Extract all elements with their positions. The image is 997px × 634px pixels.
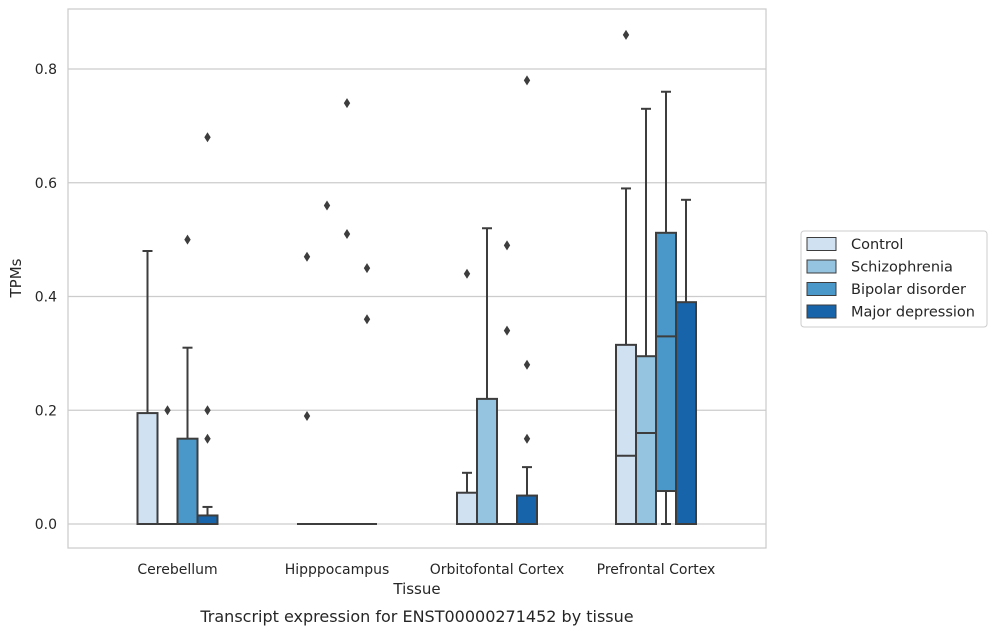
outlier-point — [523, 433, 531, 444]
outlier-point — [343, 98, 351, 109]
x-axis-label: Tissue — [392, 580, 440, 598]
y-tick-label: 0.0 — [35, 517, 57, 533]
legend-swatch — [806, 304, 837, 319]
x-tick-label: Orbitofontal Cortex — [430, 562, 565, 578]
legend-swatch — [806, 237, 837, 251]
legend-label: Major depression — [851, 305, 975, 321]
y-tick-labels: 0.0 0.2 0.4 0.6 0.8 — [35, 62, 57, 533]
box-control — [136, 250, 159, 525]
box-control — [297, 251, 317, 525]
outlier-point — [363, 263, 371, 274]
box-schizophrenia — [635, 107, 657, 525]
box-body — [516, 494, 538, 525]
box-body — [655, 231, 677, 493]
outlier-point — [164, 405, 171, 416]
legend-swatch — [806, 282, 837, 296]
outlier-point — [503, 325, 511, 336]
legend-label: Schizophrenia — [851, 260, 953, 276]
x-tick-labels: Cerebellum Hipppocampus Orbitofontal Corte… — [137, 562, 715, 578]
outlier-point — [622, 29, 630, 40]
outlier-point — [523, 75, 531, 86]
box-control — [615, 29, 637, 525]
outlier-point — [523, 359, 531, 370]
legend-label: Control — [851, 237, 903, 253]
outlier-point — [184, 234, 191, 245]
outlier-point — [463, 268, 471, 279]
y-tick-label: 0.6 — [35, 176, 57, 192]
legend-frame — [800, 230, 988, 328]
box-body — [635, 355, 657, 525]
box-major-depression — [516, 75, 538, 525]
box-major-depression — [196, 132, 219, 525]
outlier-point — [303, 251, 311, 262]
outlier-point — [503, 240, 511, 251]
plot-frame — [67, 8, 767, 549]
legend-items: Control Schizophrenia Bipolar disorder Majo… — [806, 237, 975, 321]
legend-swatch — [806, 259, 837, 274]
box-control — [456, 268, 478, 525]
outlier-point — [323, 200, 331, 211]
box-bipolar-disorder — [176, 234, 199, 525]
box-bipolar-disorder — [497, 240, 517, 525]
outlier-point — [303, 410, 311, 421]
box-body — [456, 491, 478, 525]
chart-caption: Transcript expression for ENST0000027145… — [199, 607, 633, 626]
x-tick-label: Cerebellum — [137, 562, 217, 578]
y-tick-label: 0.4 — [35, 290, 57, 306]
box-body — [176, 437, 199, 525]
box-bipolar-disorder — [655, 90, 677, 525]
outlier-point — [363, 314, 371, 325]
box-body — [136, 412, 159, 525]
box-schizophrenia — [476, 227, 498, 525]
outlier-point — [204, 405, 211, 416]
legend-label: Bipolar disorder — [851, 282, 966, 298]
y-tick-label: 0.8 — [35, 62, 57, 78]
y-axis-label: TPMs — [7, 258, 25, 298]
box-major-depression — [675, 198, 697, 525]
box-major-depression — [357, 263, 377, 525]
x-tick-label: Prefrontal Cortex — [597, 562, 716, 578]
box-bipolar-disorder — [337, 98, 357, 525]
y-tick-label: 0.2 — [35, 403, 57, 419]
box-body — [675, 301, 697, 525]
x-tick-label: Hipppocampus — [285, 562, 390, 578]
legend: Control Schizophrenia Bipolar disorder Majo… — [800, 230, 988, 328]
outlier-point — [204, 132, 211, 143]
box-plot-series — [136, 29, 697, 525]
outlier-point — [204, 433, 211, 444]
box-schizophrenia — [157, 405, 178, 525]
box-body — [196, 514, 219, 525]
outlier-point — [343, 228, 351, 239]
box-body — [476, 397, 498, 525]
box-body — [615, 343, 637, 525]
box-schizophrenia — [317, 200, 337, 525]
